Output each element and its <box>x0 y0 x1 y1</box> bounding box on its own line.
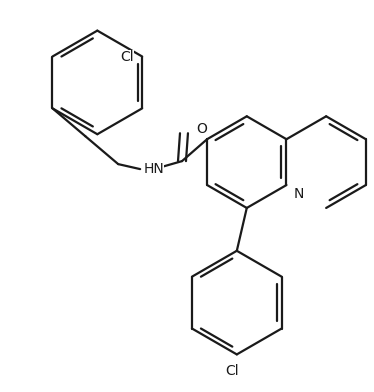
Text: N: N <box>294 187 304 201</box>
Text: Cl: Cl <box>225 365 239 378</box>
Text: HN: HN <box>143 162 164 176</box>
Text: O: O <box>196 122 207 136</box>
Text: Cl: Cl <box>120 49 134 64</box>
